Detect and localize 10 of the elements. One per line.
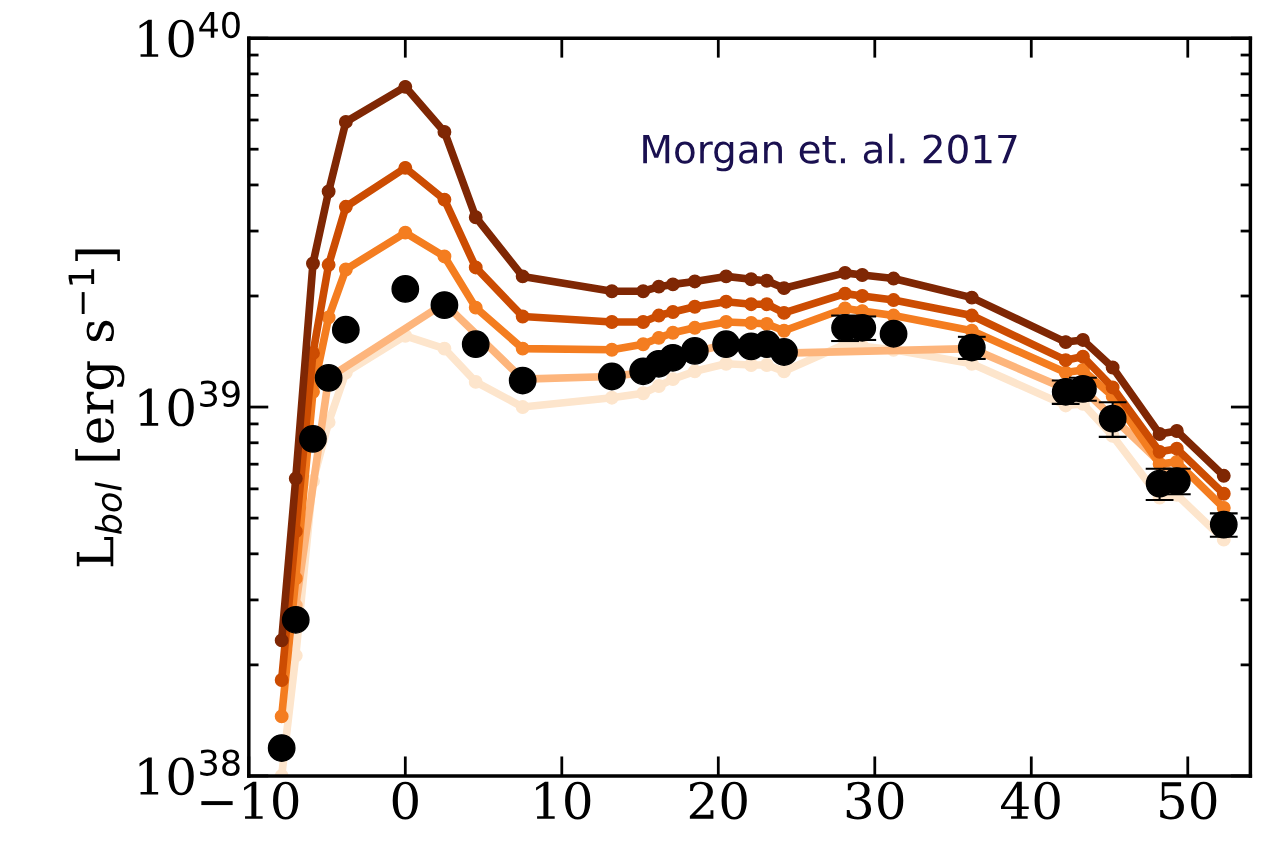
y-tick-label: 10$^{39}$: [139, 380, 240, 427]
y-tick-label: 10$^{40}$: [139, 11, 240, 58]
x-tick-label: 40: [1001, 781, 1060, 820]
y-axis-title: L$_{bol}$ [erg s$^{−1}$]: [68, 249, 125, 567]
x-tick-label: 0: [392, 781, 418, 820]
x-tick-label: 30: [846, 781, 904, 820]
x-tick-label: 10: [536, 781, 591, 820]
x-tick-label: 20: [689, 781, 747, 820]
annotation: Morgan et. al. 2017: [643, 133, 1017, 172]
x-tick-label: 50: [1160, 781, 1217, 820]
